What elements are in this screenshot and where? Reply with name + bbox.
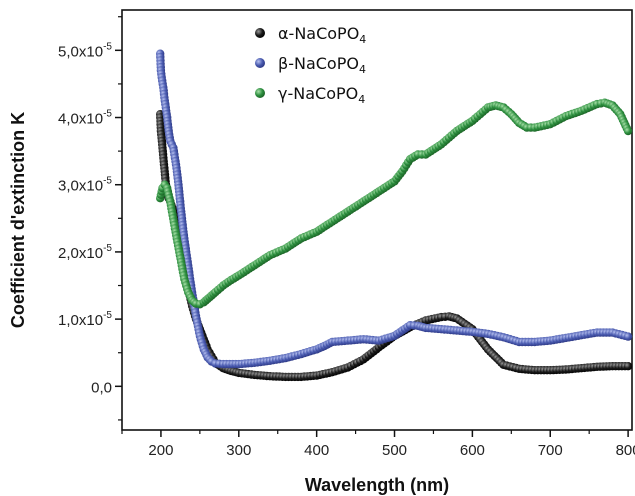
legend-marker-beta [255, 58, 265, 68]
data-point [623, 126, 633, 136]
y-tick-label: 4,0x10-5 [58, 109, 112, 128]
legend-label-gamma: γ-NaCoPO4 [278, 84, 365, 106]
y-tick-label: 3,0x10-5 [58, 176, 112, 195]
legend-label-beta: β-NaCoPO4 [278, 54, 366, 76]
legend-marker-gamma [255, 88, 265, 98]
y-tick-label: 1,0x10-5 [58, 310, 112, 329]
legend: α-NaCoPO4 β-NaCoPO4 γ-NaCoPO4 [255, 24, 366, 106]
x-tick-label: 800 [616, 442, 635, 459]
legend-marker-alpha [255, 28, 265, 38]
x-axis-title: Wavelength (nm) [305, 475, 449, 495]
y-tick-label: 2,0x10-5 [58, 243, 112, 262]
y-tick-label: 5,0x10-5 [58, 41, 112, 60]
x-tick-label: 300 [226, 442, 251, 459]
legend-label-alpha: α-NaCoPO4 [278, 24, 366, 46]
data-point [623, 332, 633, 341]
x-tick-label: 600 [460, 442, 485, 459]
y-axis-title: Coefficient d'extinction K [8, 112, 28, 328]
x-tick-label: 400 [304, 442, 329, 459]
x-tick-label: 200 [148, 442, 173, 459]
series-layer [156, 49, 633, 382]
axis-layer: 200 300 400 500 600 700 800 0,0 1,0x10-5 2,0x10-5… [58, 16, 635, 459]
y-tick-label: 0,0 [91, 379, 112, 396]
series-1 [156, 49, 633, 369]
x-tick-label: 500 [382, 442, 407, 459]
data-point [623, 362, 633, 371]
plot-frame [121, 9, 633, 431]
series-2 [156, 98, 633, 309]
x-tick-label: 700 [538, 442, 563, 459]
